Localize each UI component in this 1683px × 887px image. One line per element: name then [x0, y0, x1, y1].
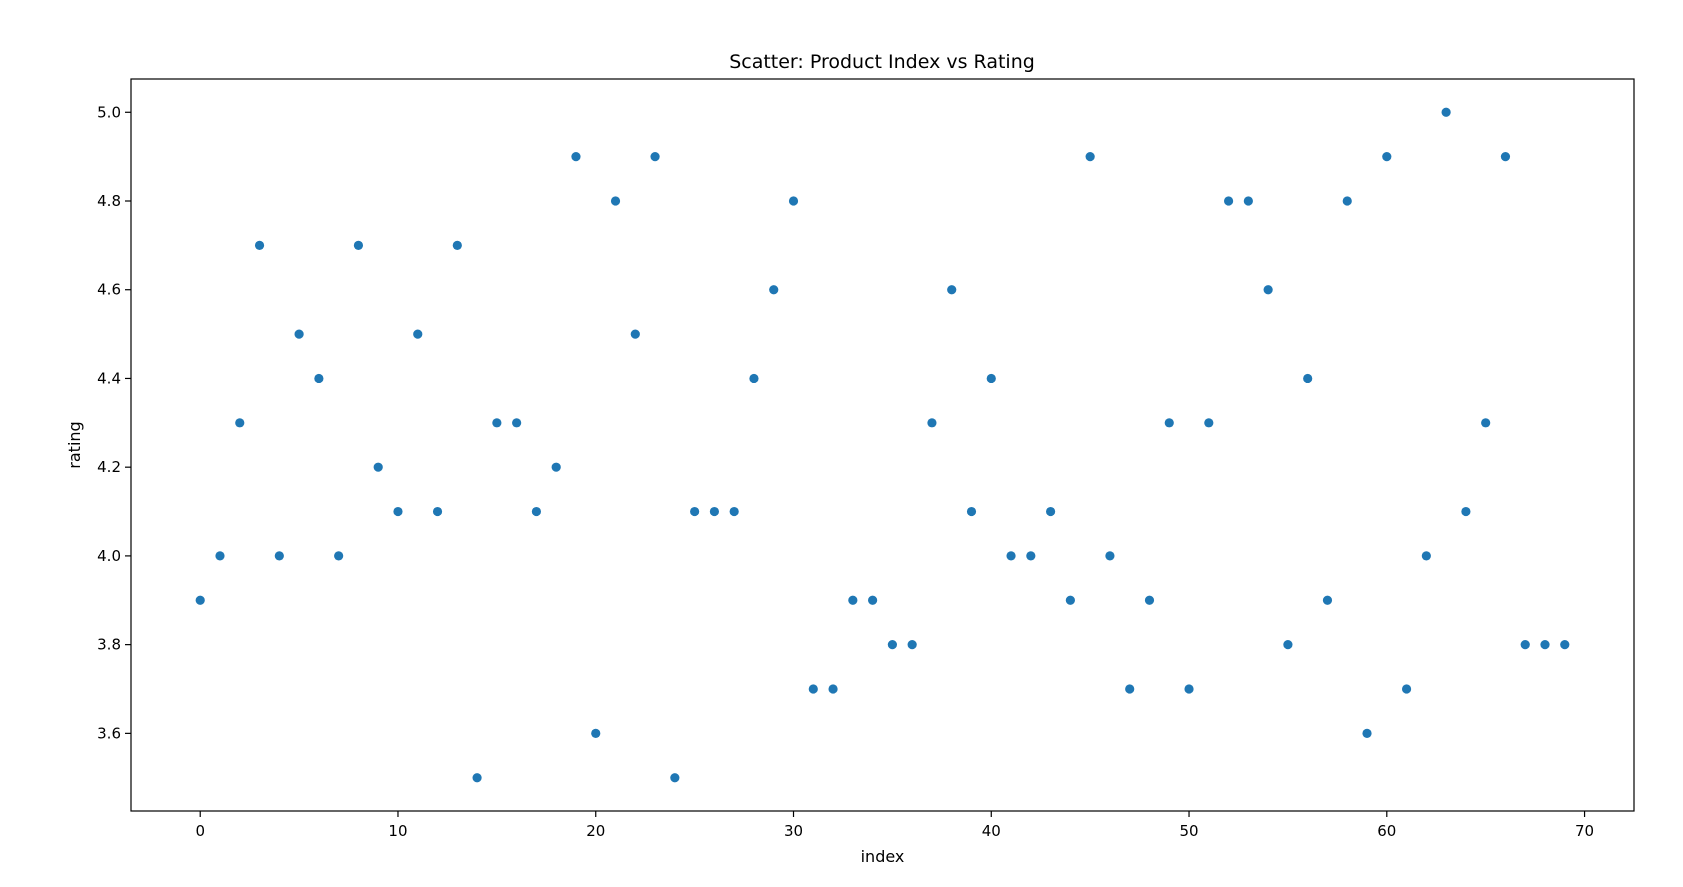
data-point [1382, 152, 1392, 162]
data-point [353, 240, 364, 250]
y-tick-label: 4.2 [97, 458, 121, 476]
data-point [1520, 640, 1530, 650]
y-tick-label: 4.8 [97, 192, 121, 210]
data-point [195, 595, 205, 605]
data-point [1125, 684, 1135, 694]
data-point [848, 595, 858, 605]
x-axis-label: index [861, 847, 905, 866]
data-point [1322, 595, 1333, 605]
data-point [1105, 551, 1115, 561]
data-point [1342, 196, 1352, 206]
data-point [591, 728, 601, 738]
y-tick-label: 4.0 [97, 547, 121, 565]
data-point [1243, 196, 1253, 206]
data-point [254, 240, 265, 250]
data-point [947, 285, 957, 295]
data-point [828, 684, 838, 694]
data-point [1283, 640, 1293, 650]
data-point [690, 506, 700, 517]
y-tick-label: 3.6 [97, 724, 121, 742]
data-point [1164, 418, 1174, 428]
x-tick-label: 70 [1575, 822, 1594, 840]
y-tick-label: 3.8 [97, 636, 121, 654]
data-point [610, 196, 621, 206]
data-point [1065, 595, 1075, 605]
data-point [1006, 551, 1016, 561]
data-point [215, 551, 225, 561]
data-point [294, 329, 304, 339]
y-tick-label: 4.6 [97, 281, 121, 299]
y-axis: 3.6 3.8 4.0 4.2 4.4 4.6 4.8 5.0 [97, 103, 131, 742]
data-point [670, 773, 680, 783]
data-point [531, 506, 542, 517]
data-point [235, 418, 245, 428]
data-point [432, 506, 443, 517]
data-point [1500, 152, 1511, 162]
data-point [1303, 373, 1313, 384]
data-point [868, 595, 878, 605]
data-point [512, 418, 522, 428]
chart-title: Scatter: Product Index vs Rating [729, 51, 1035, 73]
data-point [551, 462, 561, 472]
x-tick-label: 0 [195, 822, 205, 840]
data-point [492, 418, 502, 428]
data-point [1362, 728, 1372, 738]
data-point [393, 506, 403, 517]
data-point [1184, 684, 1194, 694]
data-point [413, 329, 423, 339]
data-point [334, 551, 344, 561]
data-point [1263, 285, 1273, 295]
x-tick-label: 30 [784, 822, 803, 840]
data-point [769, 285, 779, 295]
data-point [630, 329, 640, 339]
data-point [1026, 551, 1036, 561]
data-point [749, 373, 759, 384]
data-point [986, 373, 996, 384]
data-point [314, 373, 324, 384]
data-point [709, 506, 720, 517]
data-point [1481, 418, 1491, 428]
x-tick-label: 40 [982, 822, 1001, 840]
data-point [650, 152, 660, 162]
y-tick-label: 4.4 [97, 369, 121, 387]
data-point [1441, 107, 1451, 117]
plot-area-frame [130, 78, 1635, 812]
data-point [1461, 506, 1471, 517]
x-tick-label: 50 [1179, 822, 1198, 840]
x-tick-label: 10 [388, 822, 407, 840]
data-point [808, 684, 818, 694]
data-point [907, 640, 917, 650]
data-point [966, 506, 977, 517]
data-point [1560, 640, 1570, 650]
data-point [472, 773, 482, 783]
data-point [1421, 551, 1431, 561]
data-point [571, 152, 581, 162]
data-point [452, 240, 462, 250]
data-point [1144, 595, 1155, 605]
data-point [274, 551, 284, 561]
x-tick-label: 20 [586, 822, 605, 840]
data-point [887, 640, 897, 650]
data-point [1045, 506, 1056, 517]
data-point [373, 462, 383, 472]
x-axis: 0 10 20 30 40 50 60 70 [195, 811, 1594, 840]
data-point [729, 506, 739, 517]
data-point [927, 418, 937, 428]
x-tick-label: 60 [1377, 822, 1396, 840]
data-point [1085, 152, 1095, 162]
data-point [1401, 684, 1412, 694]
y-tick-label: 5.0 [97, 103, 121, 121]
data-point [1204, 418, 1214, 428]
data-points [195, 107, 1570, 783]
data-point [1540, 640, 1550, 650]
y-axis-label: rating [65, 421, 84, 468]
data-point [1223, 196, 1234, 206]
data-point [788, 196, 799, 206]
